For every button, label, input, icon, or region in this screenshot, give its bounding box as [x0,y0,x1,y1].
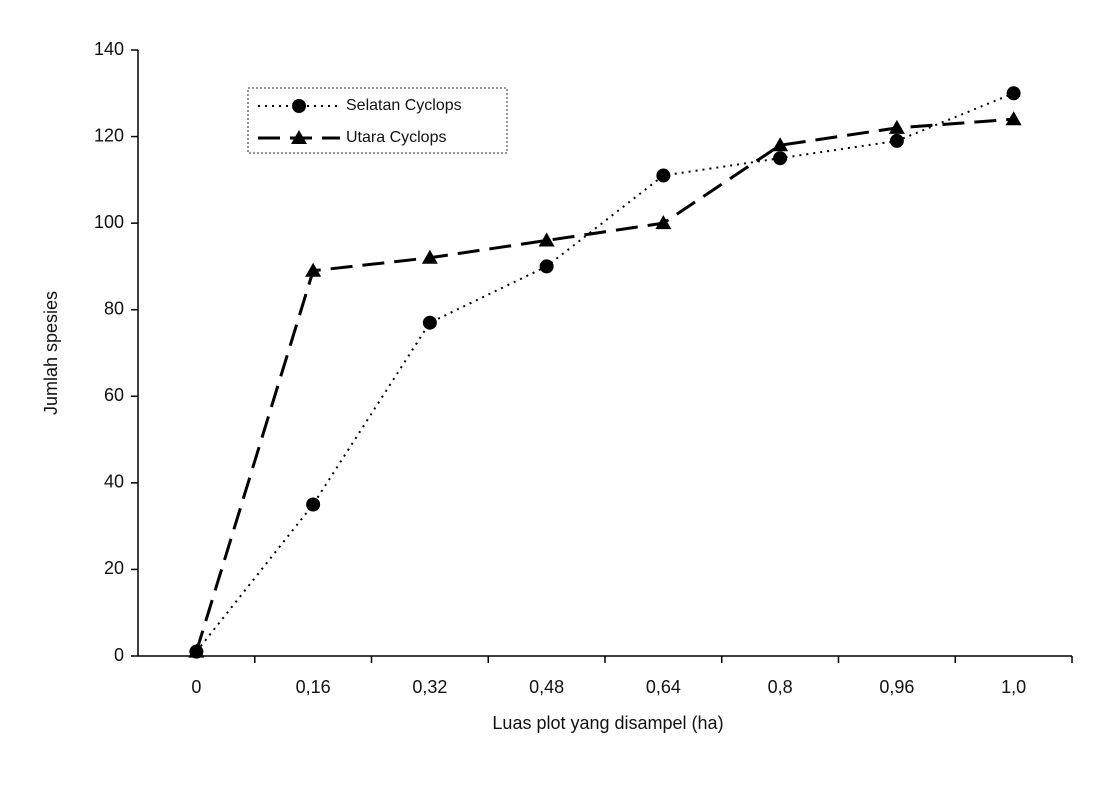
legend-marker [292,99,306,113]
legend: Selatan Cyclops Utara Cyclops [247,87,508,154]
marker [539,259,554,274]
y-tick-label: 120 [94,125,124,145]
marker [889,133,904,148]
y-tick-label: 80 [104,298,124,318]
x-tick-label: 0,96 [879,677,914,697]
series-line [195,92,1015,653]
x-axis-title: Luas plot yang disampel (ha) [492,713,723,733]
marker [188,643,205,658]
x-tick-label: 0,64 [646,677,681,697]
y-tick-label: 20 [104,558,124,578]
x-tick-label: 0,8 [768,677,793,697]
y-tick-label: 0 [114,645,124,665]
y-tick-label: 40 [104,472,124,492]
marker [306,497,321,512]
legend-box [247,87,508,154]
y-tick-label: 60 [104,385,124,405]
x-tick-label: 0,48 [529,677,564,697]
marker [655,215,672,230]
legend-label: Selatan Cyclops [346,97,462,114]
x-tick-label: 0,16 [296,677,331,697]
marker [656,168,671,183]
marker [888,119,905,134]
series-line [194,117,1014,653]
x-tick-label: 1,0 [1001,677,1026,697]
marker [773,151,788,166]
marker [422,315,437,330]
x-tick-label: 0,32 [412,677,447,697]
marker [1005,111,1022,126]
y-tick-label: 140 [94,39,124,59]
marker [1006,86,1021,101]
y-tick-label: 100 [94,212,124,232]
marker [772,137,789,152]
x-tick-label: 0 [191,677,201,697]
legend-label: Utara Cyclops [346,129,446,146]
y-axis-title: Jumlah spesies [41,291,61,415]
legend-marker [291,130,307,144]
marker [538,232,555,247]
marker [305,262,322,277]
marker [421,249,438,264]
